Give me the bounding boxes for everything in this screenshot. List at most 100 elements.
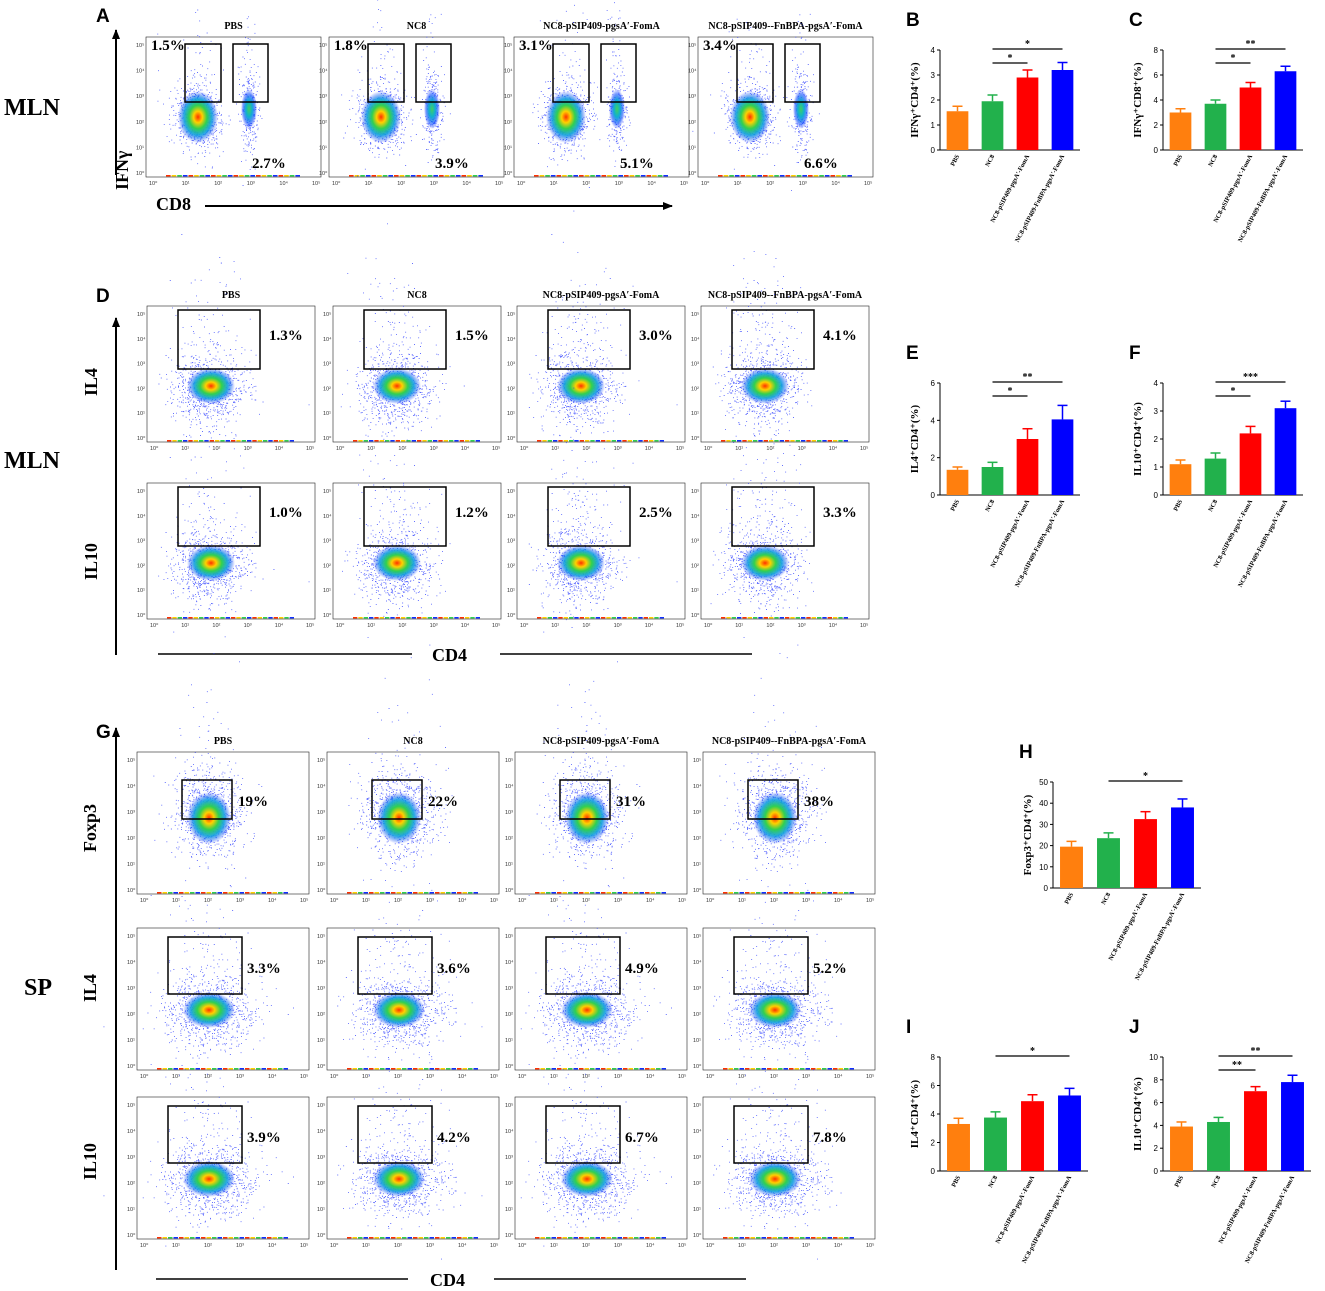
- baseline-strip: [659, 617, 664, 619]
- x-tick-label: 10⁵: [492, 445, 500, 452]
- y-tick-label: 10¹: [505, 1207, 513, 1213]
- baseline-strip: [737, 440, 742, 442]
- x-tick-label: 10³: [247, 181, 255, 187]
- density-blob: [187, 792, 231, 844]
- y-tick-label: 10¹: [317, 1207, 325, 1213]
- baseline-strip: [657, 175, 663, 177]
- baseline-strip: [656, 1068, 661, 1070]
- baseline-strip: [734, 892, 739, 894]
- baseline-strip: [358, 892, 363, 894]
- baseline-strip: [278, 892, 283, 894]
- plot-frame: [516, 305, 686, 443]
- baseline-strip: [551, 892, 556, 894]
- baseline-strip: [617, 1237, 622, 1239]
- baseline-strip: [617, 892, 622, 894]
- baseline-strip: [650, 1237, 655, 1239]
- percent-label: 3.0%: [639, 328, 673, 344]
- baseline-strip: [606, 440, 611, 442]
- baseline-strip: [734, 1237, 739, 1239]
- baseline-strip: [774, 617, 779, 619]
- baseline-strip: [391, 1237, 396, 1239]
- gate: [167, 936, 243, 995]
- baseline-strip: [650, 892, 655, 894]
- gate: [357, 1105, 433, 1164]
- category-label: NC8: [984, 498, 996, 513]
- x-tick-label: 10³: [430, 181, 438, 187]
- bar-nc8-psip409-fnbpa-pgsa-foma: [1058, 1095, 1081, 1171]
- y-tick-label: 2: [1154, 121, 1159, 130]
- percent-upper: 1.8%: [334, 38, 368, 54]
- baseline-strip: [769, 440, 774, 442]
- flow-plot-d-1-0: 10⁰ 10⁰ 10¹ 10¹ 10² 10² 10³ 10³ 10⁴ 10⁴ 10⁵ 10⁵ 1.0%: [137, 400, 316, 638]
- baseline-strip: [223, 1237, 228, 1239]
- baseline-strip: [761, 892, 766, 894]
- y-tick-label: 50: [1039, 778, 1048, 787]
- y-tick-label: 10⁴: [505, 783, 514, 790]
- baseline-strip: [228, 1068, 233, 1070]
- baseline-strip: [811, 617, 816, 619]
- y-tick-label: 10¹: [693, 1207, 701, 1213]
- density-blob: [183, 992, 235, 1028]
- baseline-strip: [833, 617, 838, 619]
- baseline-strip: [179, 1237, 184, 1239]
- bar-chart-j: J 0 2 4 6 8 10 IL10⁺CD4⁺(%) PBS NC8NC8-pSIP409-pg…: [1129, 1017, 1311, 1265]
- y-tick-label: 10⁴: [319, 68, 328, 75]
- y-axis-label: IL4⁺CD4⁺(%): [909, 1079, 921, 1148]
- y-tick-label: 10³: [688, 94, 696, 100]
- baseline-strip: [451, 1068, 456, 1070]
- baseline-strip: [247, 440, 252, 442]
- density-blob: [187, 545, 235, 581]
- bar-chart-f: F 0 1 2 3 4 IL10⁺CD4⁺(%) PBS NC8NC8-pSIP409-pgsA…: [1129, 343, 1303, 589]
- y-tick-label: 10²: [136, 120, 144, 126]
- baseline-strip: [239, 892, 244, 894]
- plot-title: NC8-pSIP409-pgsA′-FomA: [543, 21, 660, 32]
- y-tick-label: 8: [1154, 46, 1159, 55]
- x-tick-label: 10²: [398, 446, 406, 452]
- flow-plots-g: 10⁰ 10⁰ 10¹ 10¹ 10² 10² 10³ 10³ 10⁴ 10⁴ 10⁵ 10⁵ PBS 1…: [103, 604, 876, 1260]
- x-tick-label: 10⁴: [462, 180, 471, 187]
- percent-label: 1.5%: [455, 328, 489, 344]
- baseline-strip: [377, 175, 382, 177]
- density-blob: [741, 368, 789, 404]
- baseline-strip: [747, 617, 752, 619]
- baseline-strip: [199, 440, 204, 442]
- baseline-strip: [352, 1237, 357, 1239]
- baseline-strip: [574, 617, 579, 619]
- plot-frame: [332, 305, 502, 443]
- significance-label: ***: [1243, 372, 1258, 383]
- flow-plot-g-2-3: 10⁰ 10⁰ 10¹ 10¹ 10² 10² 10³ 10³ 10⁴ 10⁴ 10⁵ 10⁵ 7.8%: [693, 1048, 876, 1260]
- x-tick-label: 10⁵: [676, 622, 684, 629]
- plot-frame: [516, 482, 686, 620]
- x-tick-label: 10²: [212, 623, 220, 629]
- baseline-strip: [289, 175, 295, 177]
- y-tick-label: 10³: [317, 810, 325, 816]
- baseline-strip: [790, 440, 795, 442]
- y-tick-label: 40: [1039, 799, 1048, 808]
- baseline-strip: [204, 617, 209, 619]
- y-tick-label: 4: [931, 46, 936, 55]
- baseline-strip: [183, 617, 188, 619]
- baseline-strip: [753, 440, 758, 442]
- tissue-label-g: SP: [24, 975, 52, 1001]
- percent-label: 4.1%: [823, 328, 857, 344]
- baseline-strip: [622, 617, 627, 619]
- baseline-strip: [838, 1237, 843, 1239]
- percent-upper: 1.5%: [151, 38, 185, 54]
- baseline-strip: [239, 1068, 244, 1070]
- y-tick-label: 10⁰: [136, 170, 145, 177]
- x-tick-label: 10⁴: [834, 1242, 843, 1249]
- bar-nc8-psip409-pgsa-foma: [1021, 1101, 1044, 1171]
- baseline-strip: [822, 440, 827, 442]
- baseline-strip: [747, 440, 752, 442]
- bar-pbs: [1170, 1126, 1193, 1171]
- category-label: PBS: [1172, 153, 1184, 167]
- y-tick-label: 10³: [691, 362, 699, 368]
- baseline-strip: [295, 175, 300, 177]
- baseline-strip: [402, 1237, 407, 1239]
- bar-pbs: [946, 469, 969, 495]
- y-tick-label: 10¹: [693, 862, 701, 868]
- bar-nc8: [1204, 458, 1227, 495]
- flow-plots-d: 10⁰ 10⁰ 10¹ 10¹ 10² 10² 10³ 10³ 10⁴ 10⁴ 10⁵ 10⁵ PBS 1…: [137, 210, 870, 646]
- baseline-strip: [562, 892, 567, 894]
- x-tick-label: 10³: [426, 898, 434, 904]
